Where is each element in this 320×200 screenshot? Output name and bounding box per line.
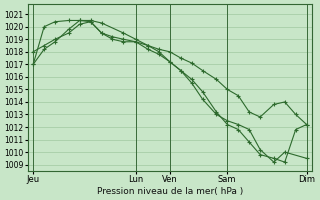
X-axis label: Pression niveau de la mer( hPa ): Pression niveau de la mer( hPa )	[97, 187, 243, 196]
